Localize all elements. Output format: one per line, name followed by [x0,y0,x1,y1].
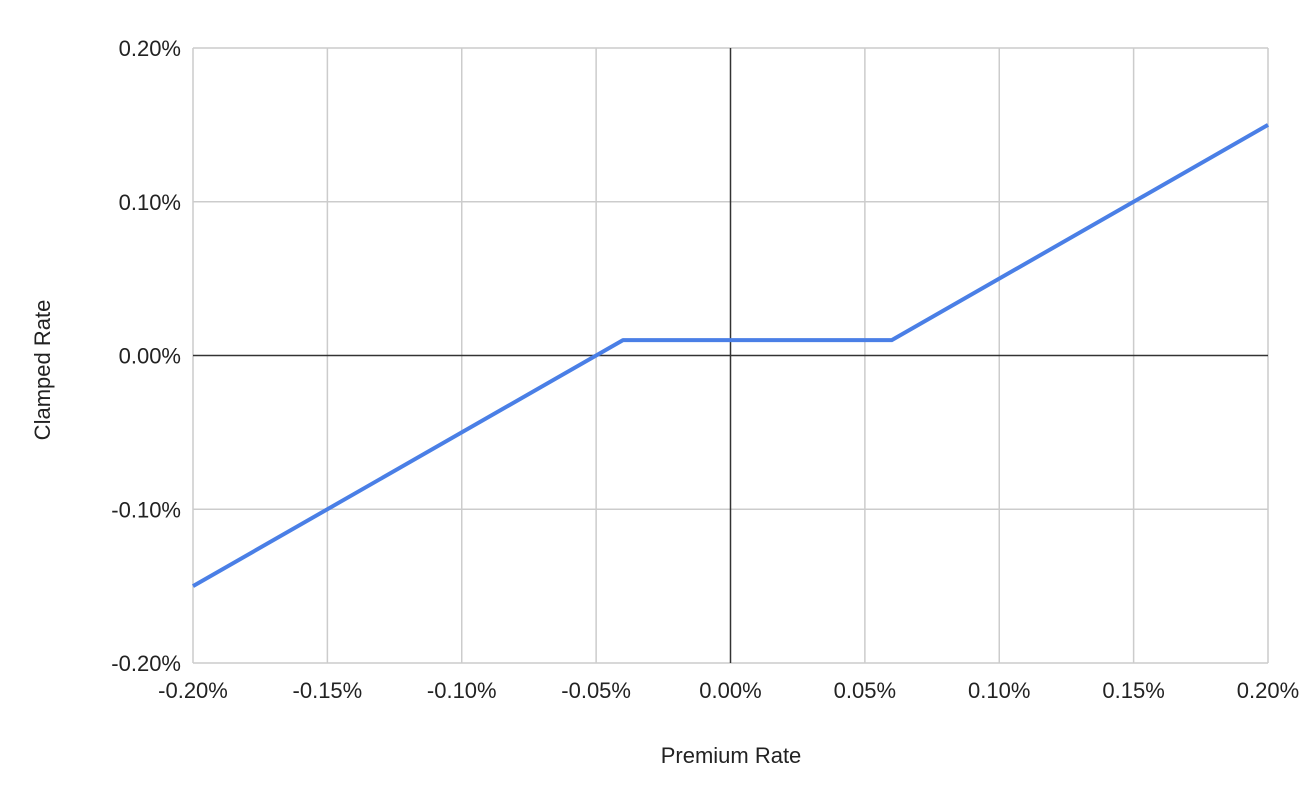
y-tick-labels: 0.20% 0.10% 0.00% -0.10% -0.20% [111,36,181,676]
x-tick-label: -0.05% [561,678,631,703]
x-tick-label: -0.20% [158,678,228,703]
x-tick-labels: -0.20% -0.15% -0.10% -0.05% 0.00% 0.05% 0.10% 0… [158,678,1299,703]
x-tick-label: 0.10% [968,678,1030,703]
y-tick-label: 0.10% [119,190,181,215]
x-tick-label: 0.15% [1102,678,1164,703]
x-axis-title: Premium Rate [661,743,802,768]
x-tick-label: 0.00% [699,678,761,703]
y-tick-label: -0.20% [111,651,181,676]
y-tick-label: -0.10% [111,497,181,522]
zero-axes [193,48,1268,663]
series-line [192,123,1269,588]
y-tick-label: 0.00% [119,344,181,369]
x-tick-label: 0.20% [1237,678,1299,703]
y-axis-title: Clamped Rate [30,300,55,441]
series-layer [192,123,1269,588]
x-tick-label: -0.10% [427,678,497,703]
x-tick-label: 0.05% [834,678,896,703]
y-tick-label: 0.20% [119,36,181,61]
x-tick-label: -0.15% [293,678,363,703]
